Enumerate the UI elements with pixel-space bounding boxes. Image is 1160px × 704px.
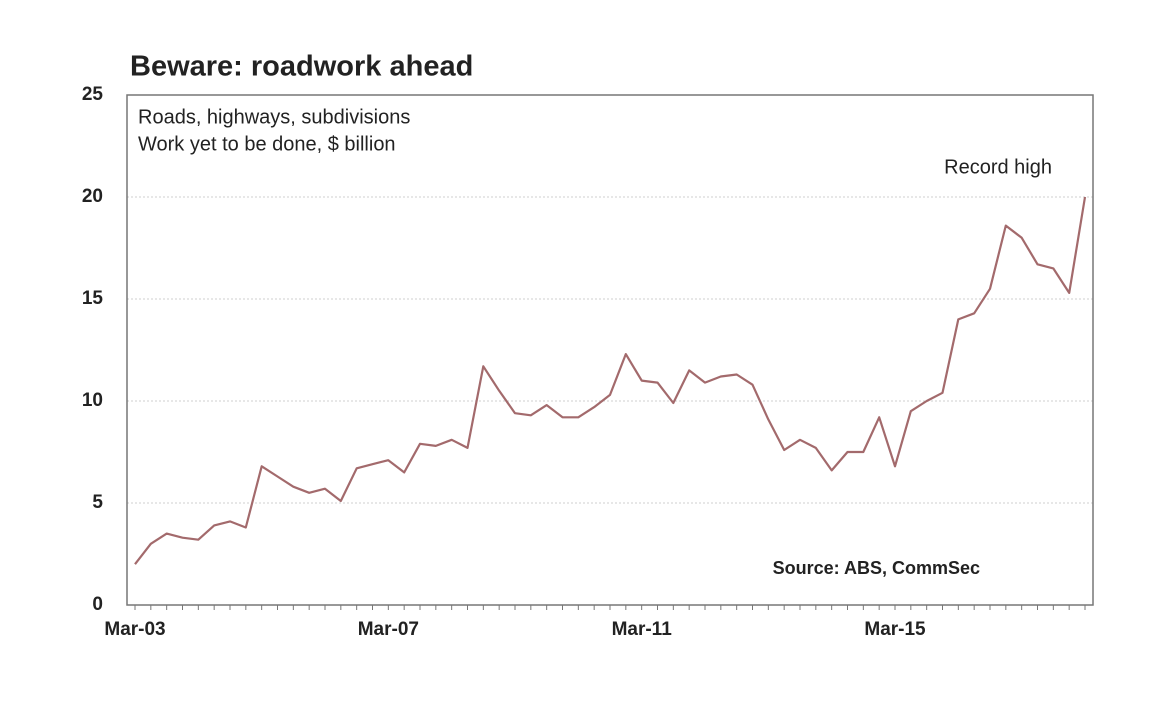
chart-title: Beware: roadwork ahead [130, 51, 473, 83]
y-tick-label: 25 [82, 84, 104, 105]
data-line [134, 196, 1087, 565]
x-tick-label: Mar-03 [104, 619, 165, 640]
y-tick-label: 15 [82, 288, 104, 309]
y-tick-label: 5 [92, 492, 103, 513]
subtitle: Work yet to be done, $ billion [138, 133, 396, 155]
y-tick-label: 0 [92, 594, 103, 615]
source-note: Source: ABS, CommSec [773, 558, 980, 578]
x-tick-label: Mar-07 [358, 619, 419, 640]
y-tick-label: 10 [82, 390, 103, 411]
subtitle: Roads, highways, subdivisions [138, 106, 410, 128]
x-tick-label: Mar-15 [864, 619, 926, 640]
y-tick-label: 20 [82, 186, 103, 207]
x-tick-label: Mar-11 [612, 619, 673, 640]
annotation: Record high [944, 156, 1052, 178]
